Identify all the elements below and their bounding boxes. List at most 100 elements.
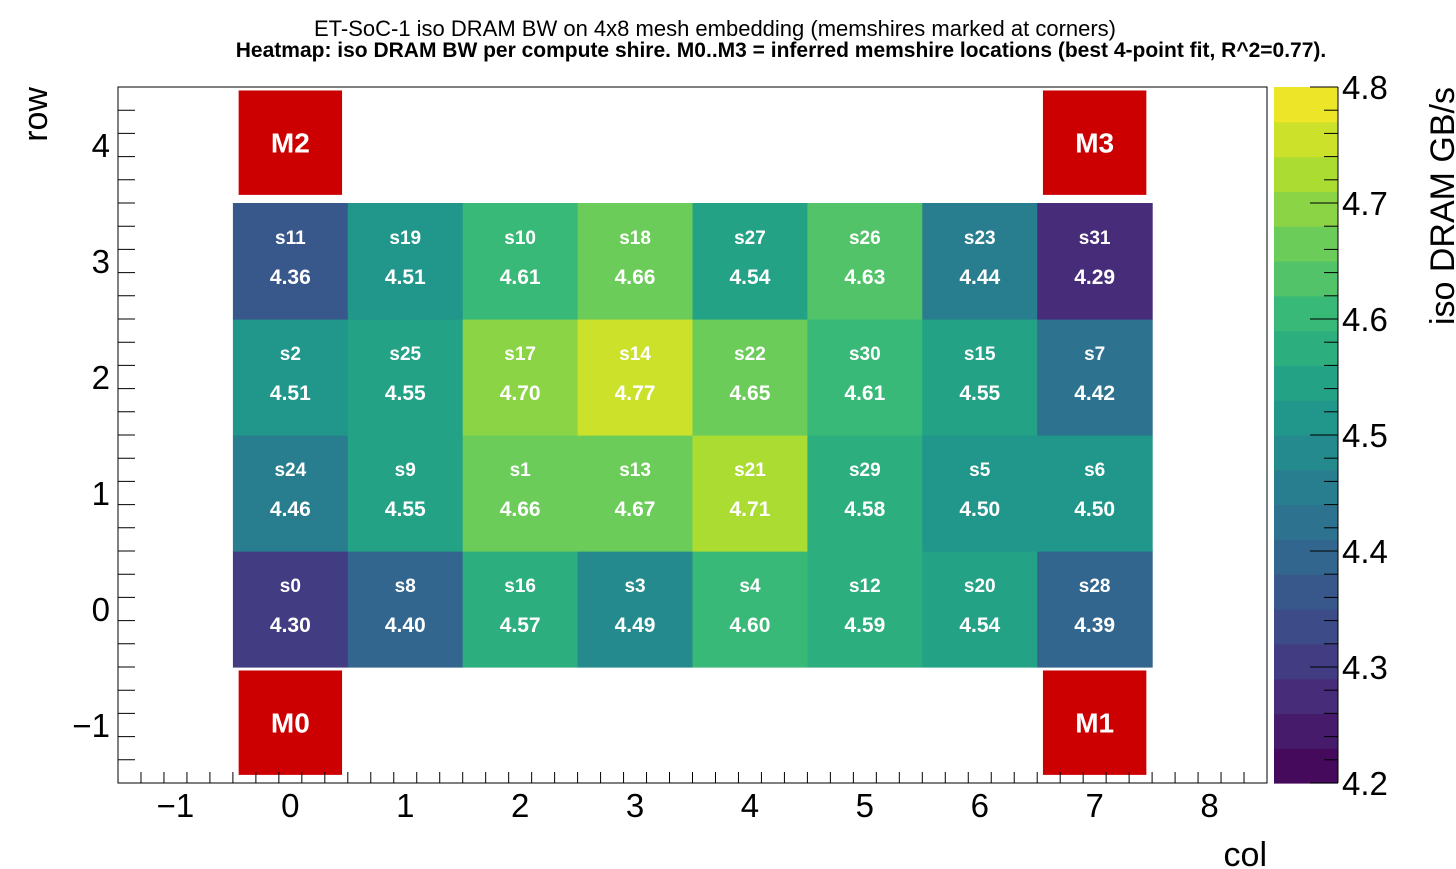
x-tick-label: 4 <box>741 787 759 824</box>
cell-shire-label: s0 <box>280 576 301 597</box>
memshire-marker <box>1042 670 1147 775</box>
cell-value-label: 4.49 <box>615 614 656 637</box>
cell-value-label: 4.63 <box>844 266 885 289</box>
memshire-markers: M0 M1 M2 M3 <box>238 90 1147 775</box>
heatmap-cell <box>232 319 349 436</box>
y-tick-label: −1 <box>72 707 110 744</box>
cell-value-label: 4.59 <box>844 614 885 637</box>
cell-shire-label: s18 <box>619 228 651 249</box>
heatmap-cell <box>577 551 694 668</box>
cell-shire-label: s25 <box>389 344 421 365</box>
cell-value-label: 4.30 <box>270 614 311 637</box>
cell-value-label: 4.54 <box>730 266 771 289</box>
cell-value-label: 4.66 <box>615 266 656 289</box>
colorbar-tick-label: 4.8 <box>1342 69 1388 106</box>
cell-value-label: 4.42 <box>1074 382 1115 405</box>
y-tick-label: 0 <box>92 591 110 628</box>
cell-value-label: 4.61 <box>844 382 885 405</box>
memshire-label: M2 <box>271 128 310 159</box>
cell-value-label: 4.39 <box>1074 614 1115 637</box>
heatmap-cell <box>232 435 349 552</box>
cell-value-label: 4.54 <box>959 614 1000 637</box>
colorbar-tick-label: 4.2 <box>1342 765 1388 802</box>
cell-shire-label: s6 <box>1084 460 1105 481</box>
cell-shire-label: s3 <box>624 576 645 597</box>
cell-value-label: 4.46 <box>270 498 311 521</box>
heatmap-cell <box>692 319 808 436</box>
cell-value-label: 4.67 <box>615 498 656 521</box>
colorbar-tick-label: 4.7 <box>1342 185 1388 222</box>
heatmap-cell <box>692 203 808 320</box>
colorbar-bin <box>1274 539 1338 575</box>
plot-axes: −1 0 1 2 3 4 5 6 7 8 −1 0 1 2 3 4 <box>72 86 1268 824</box>
colorbar-bin <box>1274 330 1338 366</box>
cell-value-label: 4.44 <box>959 266 1000 289</box>
y-tick-label: 3 <box>92 243 110 280</box>
cell-value-label: 4.51 <box>385 266 426 289</box>
colorbar-bin <box>1274 643 1338 680</box>
colorbar-bin <box>1274 609 1338 645</box>
cell-shire-label: s16 <box>504 576 536 597</box>
cell-shire-label: s28 <box>1079 576 1111 597</box>
heatmap-cell <box>922 435 1038 552</box>
memshire-marker <box>1042 90 1147 195</box>
heatmap-cell <box>922 319 1038 436</box>
heatmap-cell <box>807 551 923 668</box>
colorbar-bin <box>1274 121 1338 158</box>
cell-shire-label: s4 <box>739 576 761 597</box>
cell-shire-label: s23 <box>964 228 996 249</box>
cell-value-label: 4.58 <box>844 498 885 521</box>
cell-value-label: 4.50 <box>959 498 1000 521</box>
x-tick-label: 2 <box>511 787 529 824</box>
cell-shire-label: s8 <box>395 576 416 597</box>
heatmap-cell <box>347 203 464 320</box>
colorbar-bin <box>1274 469 1338 506</box>
x-tick-label: 5 <box>856 787 874 824</box>
heatmap-cell <box>232 203 349 320</box>
heatmap-cell <box>807 435 923 552</box>
cell-shire-label: s12 <box>849 576 881 597</box>
heatmap-cell <box>347 435 464 552</box>
cell-shire-label: s20 <box>964 576 996 597</box>
heatmap-cell <box>462 203 579 320</box>
colorbar-label: iso DRAM GB/s <box>1424 87 1456 325</box>
memshire-label: M0 <box>271 708 310 739</box>
cell-shire-label: s24 <box>274 460 306 481</box>
x-tick-label: 7 <box>1085 787 1103 824</box>
cell-shire-label: s21 <box>734 460 766 481</box>
x-tick-label: 6 <box>971 787 989 824</box>
memshire-label: M1 <box>1075 708 1114 739</box>
heatmap-cell <box>807 319 923 436</box>
cell-value-label: 4.40 <box>385 614 426 637</box>
colorbar-bin <box>1274 574 1338 610</box>
x-tick-label: 8 <box>1200 787 1218 824</box>
cell-shire-label: s10 <box>504 228 536 249</box>
cell-shire-label: s17 <box>504 344 536 365</box>
cell-shire-label: s5 <box>969 460 991 481</box>
x-tick-label: 3 <box>626 787 644 824</box>
cell-value-label: 4.70 <box>500 382 541 405</box>
cell-value-label: 4.51 <box>270 382 311 405</box>
cell-value-label: 4.66 <box>500 498 541 521</box>
cell-shire-label: s22 <box>734 344 766 365</box>
colorbar-bin <box>1274 87 1338 123</box>
colorbar-tick-label: 4.5 <box>1342 417 1388 454</box>
cell-value-label: 4.57 <box>500 614 541 637</box>
heatmap-cell <box>577 203 694 320</box>
colorbar-bin <box>1274 295 1338 332</box>
cell-shire-label: s19 <box>389 228 421 249</box>
heatmap-cell <box>577 319 694 436</box>
cell-shire-label: s13 <box>619 460 651 481</box>
heatmap-cell <box>922 203 1038 320</box>
heatmap-cell <box>1037 551 1153 668</box>
x-axis-label: col <box>1224 836 1267 869</box>
heatmap-cell <box>692 435 808 552</box>
colorbar-tick-label: 4.4 <box>1342 533 1388 570</box>
cell-value-label: 4.77 <box>615 382 656 405</box>
cell-shire-label: s1 <box>510 460 532 481</box>
colorbar-tick-label: 4.6 <box>1342 301 1388 338</box>
colorbar-bin <box>1274 748 1338 784</box>
memshire-marker <box>238 670 343 775</box>
heatmap-cell <box>922 551 1038 668</box>
